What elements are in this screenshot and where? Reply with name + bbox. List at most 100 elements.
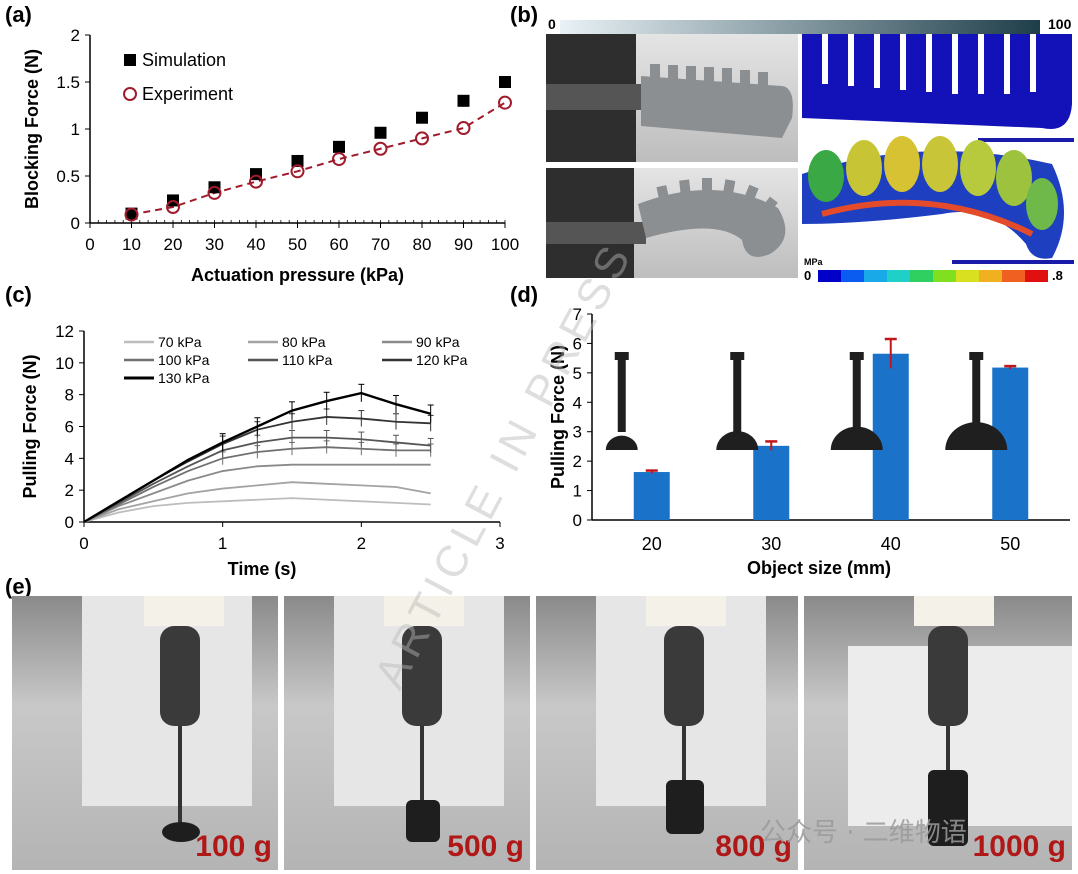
object-dome — [830, 426, 883, 450]
stress-scale-max: .8 — [1052, 268, 1063, 283]
bar — [872, 353, 909, 520]
x-tick-label: 20 — [164, 235, 183, 254]
y-tick-label: 12 — [55, 322, 74, 341]
photo-weight-100: 100 g — [12, 596, 278, 870]
x-tick-label: 40 — [247, 235, 266, 254]
simulation-point — [291, 154, 304, 167]
simulation-point — [374, 126, 387, 139]
x-tick-label: 30 — [205, 235, 224, 254]
x-tick-label: 40 — [881, 534, 901, 554]
x-tick-label: 0 — [85, 235, 94, 254]
legend-experiment-label: Experiment — [142, 84, 233, 104]
y-tick-label: 0 — [573, 511, 582, 530]
experiment-point — [207, 185, 222, 200]
y-tick-label: 5 — [573, 364, 582, 383]
series-line — [83, 481, 431, 523]
legend-label: 110 kPa — [282, 352, 333, 368]
panel-label-c: (c) — [5, 282, 32, 307]
y-tick-label: 8 — [65, 386, 74, 405]
x-tick-label: 1 — [218, 534, 227, 553]
x-tick-label: 80 — [413, 235, 432, 254]
object-cap — [614, 352, 629, 360]
x-tick-label: 10 — [122, 235, 141, 254]
x-tick-label: 50 — [1000, 534, 1020, 554]
y-tick-label: 4 — [573, 393, 582, 412]
y-tick-label: 6 — [65, 418, 74, 437]
experiment-point — [373, 141, 388, 156]
object-cap — [969, 352, 984, 360]
bar — [753, 445, 790, 520]
x-tick-label: 50 — [288, 235, 307, 254]
pressure-scale-max: 100 — [1048, 16, 1072, 32]
stress-scale-min: 0 — [804, 268, 812, 283]
panel-b-gripper-fem: 0 100 kPa — [540, 14, 1078, 284]
weight-label-800: 800 g — [715, 830, 792, 863]
object-stem — [852, 352, 861, 432]
y-tick-label: 0 — [71, 214, 80, 233]
simulation-point — [125, 207, 138, 220]
series-line — [83, 463, 431, 523]
stress-colorbar — [818, 270, 1048, 282]
simulation-point — [499, 76, 511, 88]
chart-d-pulling-force-object-size: 0 1 2 3 4 5 6 7 Pulling Force (N) Object size (mm… — [548, 305, 1070, 578]
experiment-fit-line — [131, 101, 506, 216]
legend-label: 80 kPa — [282, 334, 326, 350]
x-axis-label: Object size (mm) — [747, 558, 891, 578]
experiment-point — [124, 207, 139, 222]
y-axis-label: Blocking Force (N) — [22, 49, 42, 209]
object-stem — [617, 352, 626, 432]
weight-label-500: 500 g — [447, 830, 524, 863]
weight-label-100: 100 g — [195, 830, 272, 863]
fem-undeformed — [802, 34, 1076, 146]
object-cap — [730, 352, 745, 360]
object-dome — [945, 422, 1008, 450]
weight-label-1000: 1000 g — [972, 830, 1066, 863]
panel-label-a: (a) — [5, 2, 32, 27]
experiment-point — [166, 200, 180, 215]
x-tick-label: 100 — [491, 235, 519, 254]
wechat-watermark: 公众号 · 二维物语 — [760, 818, 967, 848]
photo-weight-800: 800 g — [536, 596, 798, 870]
y-tick-label: 6 — [573, 334, 582, 353]
legend-experiment-marker — [123, 87, 137, 101]
y-tick-label: 1.5 — [56, 73, 80, 92]
x-tick-label: 60 — [330, 235, 349, 254]
pressure-colorbar — [560, 20, 1040, 34]
photo-weight-500: 500 g — [284, 596, 530, 870]
series-line — [83, 497, 431, 523]
legend-label: 100 kPa — [158, 352, 210, 368]
experiment-point — [249, 174, 263, 189]
y-tick-label: 1 — [573, 482, 582, 501]
legend-label: 120 kPa — [416, 352, 468, 368]
y-tick-label: 0.5 — [56, 167, 80, 186]
x-tick-label: 0 — [79, 534, 88, 553]
panel-e-weight-photos: 100 g 500 g 800 g 1000 g — [0, 596, 1078, 874]
stress-scale-unit: MPa — [804, 257, 823, 267]
legend-simulation-label: Simulation — [142, 50, 226, 70]
x-tick-label: 20 — [642, 534, 662, 554]
bar — [633, 472, 670, 520]
x-tick-label: 70 — [371, 235, 390, 254]
y-tick-label: 3 — [573, 423, 582, 442]
object-dome — [605, 435, 638, 450]
y-tick-label: 4 — [65, 449, 74, 468]
gripper-photo-actuated — [546, 168, 798, 282]
pressure-scale-min: 0 — [548, 16, 556, 32]
y-tick-label: 1 — [71, 120, 80, 139]
experiment-point — [498, 95, 512, 110]
experiment-point — [456, 121, 471, 136]
experiment-point — [415, 131, 429, 146]
panel-label-d: (d) — [510, 282, 539, 307]
simulation-point — [416, 111, 428, 124]
y-tick-label: 10 — [55, 354, 74, 373]
object-dome — [716, 431, 759, 450]
legend-label: 70 kPa — [158, 334, 202, 350]
y-tick-label: 2 — [65, 481, 74, 500]
legend-simulation-marker — [124, 54, 136, 66]
x-axis-label: Time (s) — [228, 559, 297, 579]
y-tick-label: 2 — [71, 26, 80, 45]
x-tick-label: 90 — [454, 235, 473, 254]
legend-label: 130 kPa — [158, 370, 210, 386]
x-tick-label: 30 — [761, 534, 781, 554]
x-axis-label: Actuation pressure (kPa) — [191, 265, 404, 285]
